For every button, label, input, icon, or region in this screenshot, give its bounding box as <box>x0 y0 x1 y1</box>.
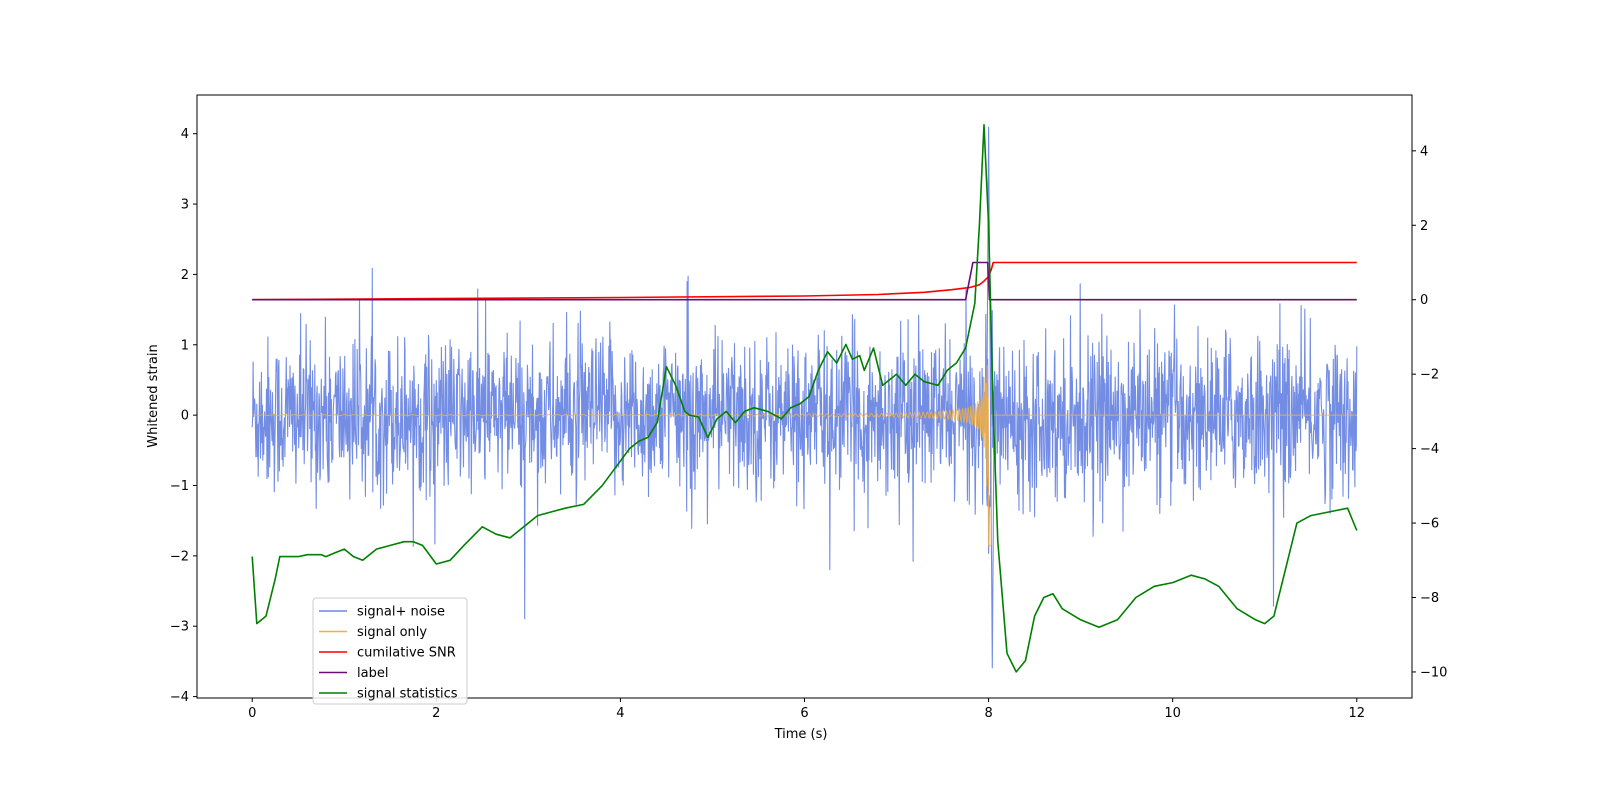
y2-tick-label: 2 <box>1420 219 1428 234</box>
y-tick-label: 2 <box>181 268 189 283</box>
x-tick-label: 4 <box>616 706 624 721</box>
x-tick-label: 8 <box>984 706 992 721</box>
plot-area <box>251 124 1358 673</box>
legend-label: signal statistics <box>357 687 458 702</box>
y-tick-label: 4 <box>181 127 189 142</box>
x-tick-label: 0 <box>248 706 256 721</box>
x-tick-label: 12 <box>1348 706 1365 721</box>
y-tick-label: −4 <box>170 690 189 705</box>
x-tick-label: 2 <box>432 706 440 721</box>
y2-tick-label: −6 <box>1420 517 1439 532</box>
y-tick-label: −1 <box>170 479 189 494</box>
y2-tick-label: −4 <box>1420 442 1439 457</box>
legend-box <box>312 597 468 705</box>
y2-tick-label: −8 <box>1420 591 1439 606</box>
y-tick-label: 3 <box>181 198 189 213</box>
y2-tick-label: −2 <box>1420 368 1439 383</box>
y-axis-left: −4 −3 −2 −1 0 1 2 3 4 <box>170 127 197 705</box>
y-axis-title: Whitened strain <box>146 344 161 447</box>
series-cumilative-snr-line <box>252 261 1357 301</box>
legend-label: signal+ noise <box>357 605 445 620</box>
legend-label: label <box>357 666 388 681</box>
y2-tick-label: 4 <box>1420 144 1428 159</box>
y-tick-label: −3 <box>170 620 189 635</box>
x-axis: 0 2 4 6 8 10 12 <box>248 698 1365 721</box>
series-signal-only-line <box>252 365 1357 546</box>
legend: signal+ noise signal only cumilative SNR la… <box>312 597 468 705</box>
x-tick-label: 10 <box>1164 706 1181 721</box>
x-tick-label: 6 <box>800 706 808 721</box>
legend-label: signal only <box>357 625 427 640</box>
legend-label: cumilative SNR <box>357 646 456 661</box>
y-tick-label: 0 <box>181 409 189 424</box>
x-axis-title: Time (s) <box>774 727 828 742</box>
y-tick-label: 1 <box>181 338 189 353</box>
y2-tick-label: −10 <box>1420 665 1447 680</box>
series-signal-statistics-line <box>251 124 1358 673</box>
y-tick-label: −2 <box>170 549 189 564</box>
y2-tick-label: 0 <box>1420 293 1428 308</box>
y-axis-right: −10 −8 −6 −4 −2 0 2 4 <box>1412 144 1447 680</box>
series-label-line <box>252 261 1357 301</box>
